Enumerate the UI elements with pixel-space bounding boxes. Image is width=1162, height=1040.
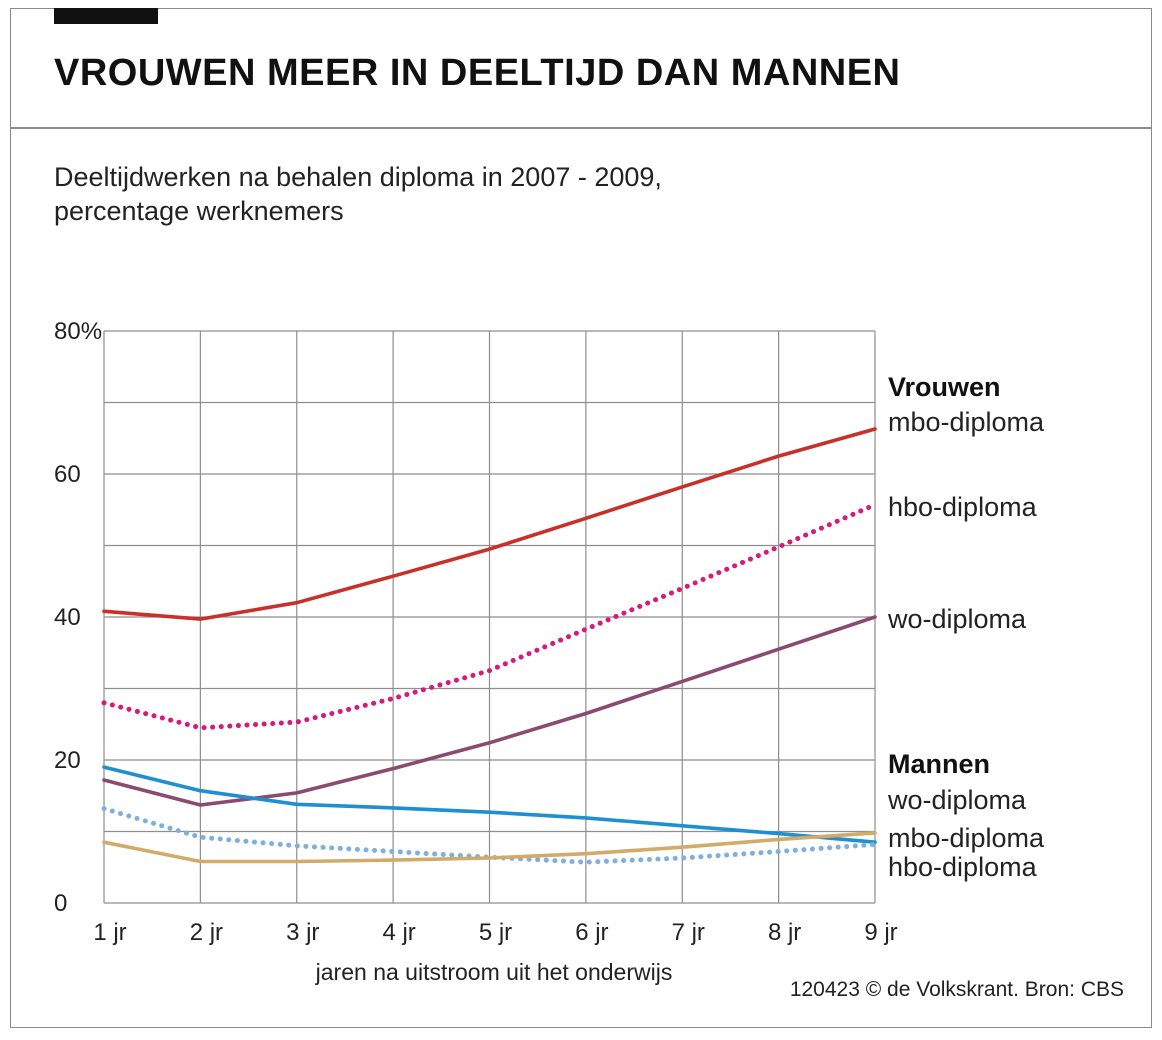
x-tick-label: 6 jr [575, 919, 608, 946]
legend-header-mannen: Mannen [888, 749, 990, 779]
subtitle-line-2: percentage werknemers [54, 196, 344, 226]
source-note: 120423 © de Volkskrant. Bron: CBS [789, 978, 1124, 1001]
series-line-mannen-mbo-diploma [102, 831, 877, 864]
legend-label-vrouwen-mbo-diploma: mbo-diploma [888, 407, 1045, 437]
legend: VrouwenMannenmbo-diplomahbo-diplomawo-di… [887, 372, 1045, 882]
series-line-vrouwen-wo-diploma [102, 615, 877, 807]
header-accent-bar [54, 8, 158, 24]
legend-header-vrouwen: Vrouwen [888, 372, 1001, 402]
legend-label-vrouwen-hbo-diploma: hbo-diploma [888, 492, 1038, 522]
x-tick-label: 5 jr [479, 919, 512, 946]
chart-frame [10, 8, 1152, 1028]
chart-subtitle: Deeltijdwerken na behalen diploma in 200… [54, 160, 954, 228]
x-tick-label: 2 jr [190, 919, 223, 946]
x-axis-label: jaren na uitstroom uit het onderwijs [315, 959, 673, 985]
series-line-vrouwen-mbo-diploma [102, 427, 877, 621]
x-tick-label: 8 jr [768, 919, 801, 946]
title-divider [10, 127, 1152, 129]
x-tick-label: 7 jr [672, 919, 705, 946]
subtitle-line-1: Deeltijdwerken na behalen diploma in 200… [54, 162, 662, 192]
x-tick-label: 9 jr [864, 919, 897, 946]
legend-label-mannen-hbo-diploma: hbo-diploma [888, 852, 1038, 882]
x-tick-label: 1 jr [93, 919, 126, 946]
y-axis-ticks: 80% 60 40 20 0 [54, 318, 102, 917]
series-line-mannen-wo-diploma [102, 765, 877, 845]
legend-label-mannen-mbo-diploma: mbo-diploma [888, 823, 1045, 853]
series-lines [101, 427, 878, 865]
y-tick-label: 80% [54, 318, 102, 345]
grid [103, 330, 876, 904]
y-tick-label: 0 [54, 890, 67, 917]
y-tick-label: 20 [54, 747, 81, 774]
chart-title: VROUWEN MEER IN DEELTIJD DAN MANNEN [54, 52, 901, 94]
series-line-vrouwen-hbo-diploma [101, 502, 878, 731]
x-tick-label: 3 jr [286, 919, 319, 946]
x-axis-ticks: 1 jr 2 jr 3 jr 4 jr 5 jr 6 jr 7 jr 8 jr 9 jr [93, 919, 897, 946]
x-tick-label: 4 jr [382, 919, 415, 946]
y-tick-label: 60 [54, 461, 81, 488]
legend-label-vrouwen-wo-diploma: wo-diploma [887, 604, 1027, 634]
y-tick-label: 40 [54, 604, 81, 631]
legend-label-mannen-wo-diploma: wo-diploma [887, 785, 1027, 815]
